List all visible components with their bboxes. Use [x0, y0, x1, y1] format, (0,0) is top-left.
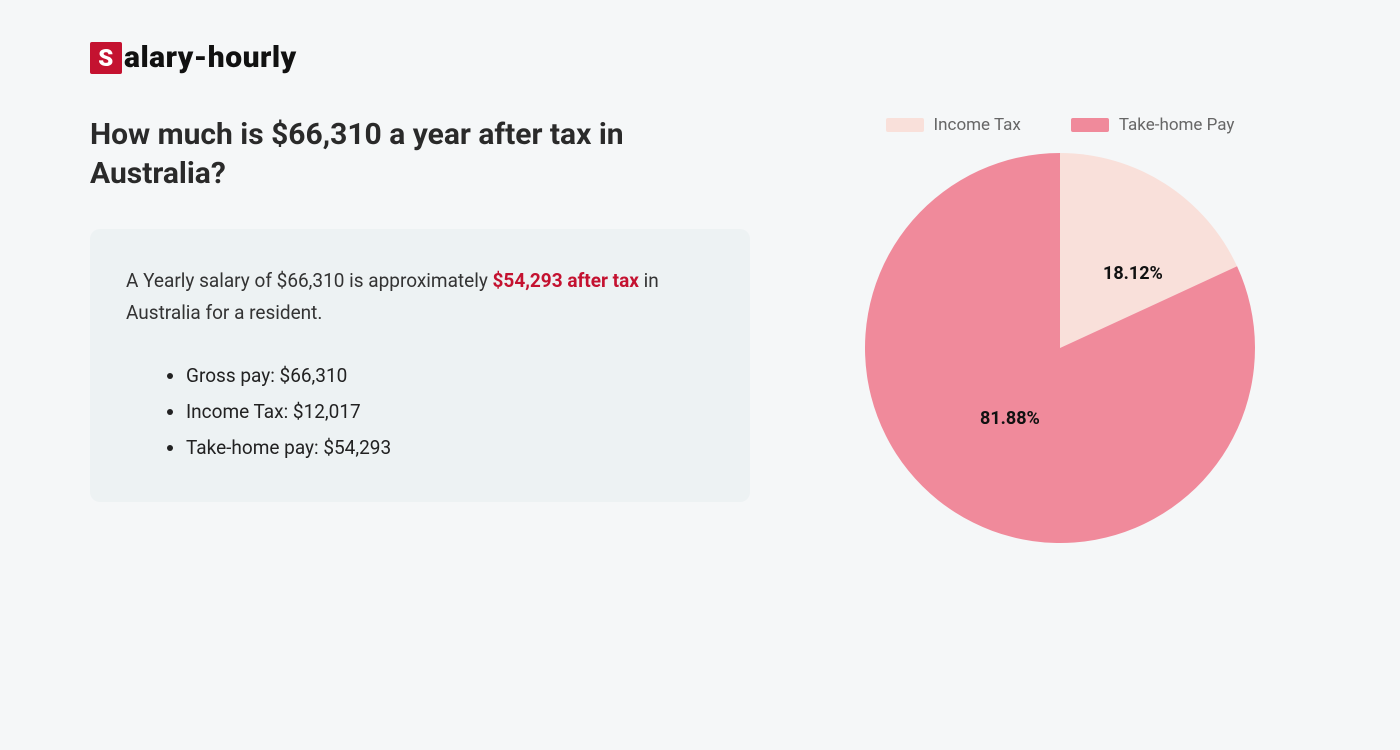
slice-label-take-home: 81.88%: [980, 408, 1040, 429]
main-content: How much is $66,310 a year after tax in …: [90, 115, 1310, 543]
list-item: Take-home pay: $54,293: [186, 430, 714, 466]
legend-item-take-home: Take-home Pay: [1071, 115, 1235, 135]
page-title: How much is $66,310 a year after tax in …: [90, 115, 750, 193]
breakdown-list: Gross pay: $66,310 Income Tax: $12,017 T…: [126, 358, 714, 466]
pie-svg: [865, 153, 1255, 543]
chart-legend: Income Tax Take-home Pay: [886, 115, 1235, 135]
pie-chart: 18.12% 81.88%: [865, 153, 1255, 543]
site-logo: Salary-hourly: [90, 40, 1310, 75]
info-box: A Yearly salary of $66,310 is approximat…: [90, 229, 750, 502]
logo-s-box: S: [90, 42, 122, 74]
legend-swatch: [1071, 118, 1109, 132]
legend-label: Take-home Pay: [1119, 115, 1235, 135]
summary-highlight: $54,293 after tax: [493, 269, 639, 292]
slice-label-income-tax: 18.12%: [1103, 263, 1163, 284]
legend-label: Income Tax: [934, 115, 1021, 135]
text-column: How much is $66,310 a year after tax in …: [90, 115, 750, 502]
logo-text: alary-hourly: [124, 40, 297, 75]
list-item: Income Tax: $12,017: [186, 394, 714, 430]
list-item: Gross pay: $66,310: [186, 358, 714, 394]
legend-item-income-tax: Income Tax: [886, 115, 1021, 135]
chart-column: Income Tax Take-home Pay 18.12% 81.88%: [810, 115, 1310, 543]
summary-prefix: A Yearly salary of $66,310 is approximat…: [126, 269, 493, 292]
summary-text: A Yearly salary of $66,310 is approximat…: [126, 265, 714, 330]
legend-swatch: [886, 118, 924, 132]
